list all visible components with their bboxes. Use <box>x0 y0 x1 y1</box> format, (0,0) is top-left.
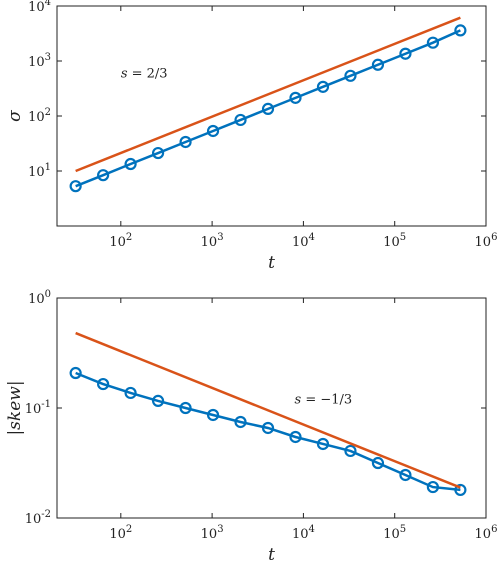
tick-label: 104 <box>292 524 315 542</box>
tick-base: 10 <box>28 110 45 125</box>
data-point <box>261 102 275 116</box>
tick-label: 104 <box>292 232 315 250</box>
data-point <box>454 24 467 37</box>
tick-exp: 4 <box>45 0 51 8</box>
tick-label: 106 <box>475 524 498 542</box>
data-point <box>344 444 357 458</box>
tick-label: 102 <box>109 524 132 542</box>
tick-base: 10 <box>475 527 492 542</box>
annotation: s = −1/3 <box>295 392 353 407</box>
data-point <box>399 47 412 60</box>
tick-base: 10 <box>292 235 309 250</box>
tick-exp: 3 <box>217 232 223 243</box>
data-point <box>69 366 82 380</box>
tick-label: 10-2 <box>25 509 51 527</box>
tick-label: 103 <box>28 52 51 70</box>
annotation-var: s <box>121 67 128 82</box>
tick-base: 10 <box>109 235 126 250</box>
series-line <box>75 331 461 489</box>
tick-exp: 2 <box>45 107 51 118</box>
data-point <box>289 91 302 104</box>
series-line <box>75 16 461 173</box>
axes-box <box>56 5 487 227</box>
tick-exp: 4 <box>308 524 314 535</box>
series-line <box>75 371 461 492</box>
tick-exp: 5 <box>400 232 406 243</box>
tick-base: 10 <box>292 527 309 542</box>
annotation-text: = 2/3 <box>127 67 167 82</box>
tick-exp: 3 <box>45 52 51 63</box>
tick-base: 10 <box>475 235 492 250</box>
tick-exp: 1 <box>45 162 51 173</box>
tick-base: 10 <box>28 0 45 15</box>
data-point <box>344 69 357 82</box>
tick-base: 10 <box>25 512 42 527</box>
tick-label: 105 <box>383 232 406 250</box>
data-point <box>234 113 247 127</box>
data-point <box>179 401 192 415</box>
data-point <box>206 408 220 422</box>
data-point <box>371 58 385 71</box>
tick-label: 103 <box>201 524 224 542</box>
data-point <box>261 421 275 435</box>
tick-exp: 4 <box>308 232 314 243</box>
data-point <box>399 468 412 482</box>
tick-exp: 0 <box>45 289 51 300</box>
data-point <box>234 415 247 429</box>
annotation: s = 2/3 <box>121 67 168 82</box>
data-point <box>124 157 137 171</box>
tick-exp: 6 <box>491 524 497 535</box>
tick-exp: 3 <box>217 524 223 535</box>
tick-exp: -1 <box>41 399 51 410</box>
tick-exp: 5 <box>400 524 406 535</box>
data-point <box>454 483 467 497</box>
data-point <box>179 135 192 149</box>
tick-base: 10 <box>28 292 45 307</box>
data-point <box>69 180 82 193</box>
axes-box <box>56 297 487 519</box>
data-point <box>97 377 110 391</box>
tick-label: 104 <box>28 0 51 15</box>
tick-label: 101 <box>28 162 51 180</box>
tick-base: 10 <box>109 527 126 542</box>
tick-label: 102 <box>109 232 132 250</box>
tick-label: 102 <box>28 107 51 125</box>
tick-exp: 6 <box>491 232 497 243</box>
x-axis-label: t <box>268 253 275 273</box>
data-point <box>97 169 110 182</box>
data-point <box>151 146 165 160</box>
tick-exp: 2 <box>126 524 132 535</box>
tick-label: 10-1 <box>25 399 51 417</box>
tick-base: 10 <box>383 235 400 250</box>
data-point <box>371 456 385 470</box>
tick-base: 10 <box>25 402 42 417</box>
data-point <box>206 124 220 138</box>
y-axis-label: |skew| <box>5 380 25 435</box>
tick-exp: -2 <box>41 509 51 520</box>
tick-base: 10 <box>201 235 218 250</box>
series-line <box>75 29 461 188</box>
tick-base: 10 <box>28 165 45 180</box>
data-point <box>316 437 330 451</box>
tick-label: 100 <box>28 289 51 307</box>
tick-base: 10 <box>201 527 218 542</box>
annotation-text: = −1/3 <box>301 392 352 407</box>
data-point <box>289 430 302 444</box>
tick-label: 106 <box>475 232 498 250</box>
tick-exp: 2 <box>126 232 132 243</box>
tick-label: 105 <box>383 524 406 542</box>
tick-base: 10 <box>383 527 400 542</box>
x-axis-label: t <box>268 545 275 562</box>
data-point <box>316 80 330 93</box>
data-point <box>426 36 440 49</box>
annotation-var: s <box>295 392 302 407</box>
y-axis-label: σ <box>5 110 25 122</box>
data-point <box>124 386 137 400</box>
tick-label: 103 <box>201 232 224 250</box>
data-point <box>426 480 440 494</box>
data-point <box>151 394 165 408</box>
tick-base: 10 <box>28 55 45 70</box>
